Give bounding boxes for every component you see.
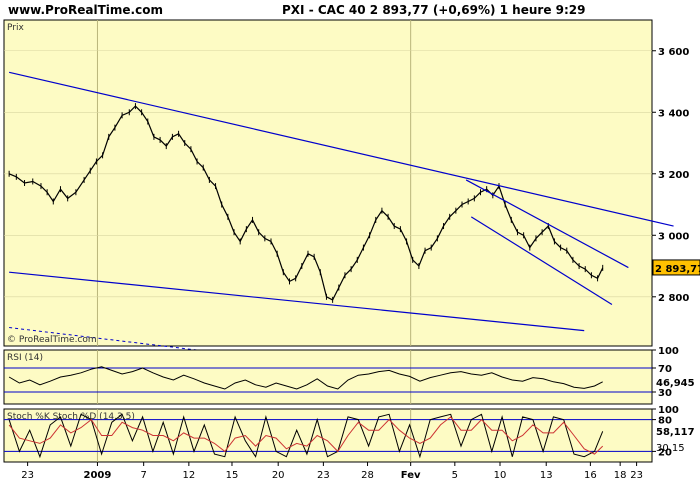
x-tick-label: 16 <box>584 470 597 481</box>
y-tick-label: 70 <box>658 364 672 375</box>
y-tick-label: 100 <box>658 405 679 416</box>
stoch-value-label: 58,117 <box>656 427 695 438</box>
price-y-axis: 2 800 3 000 3 200 3 400 3 600 <box>652 47 689 304</box>
y-tick-label: 2 800 <box>658 293 689 304</box>
x-tick-label: 2009 <box>84 470 112 481</box>
x-tick-label: Fev <box>401 470 421 481</box>
rsi-series <box>8 366 603 390</box>
trend-line <box>470 216 613 305</box>
stoch-d-series <box>8 416 604 455</box>
trend-line <box>8 71 674 227</box>
x-tick-label: 23 <box>630 470 643 481</box>
stoch-grid <box>4 409 652 462</box>
x-tick-label: 15 <box>226 470 239 481</box>
last-price-box <box>652 259 700 276</box>
x-tick-label: 18 <box>614 470 627 481</box>
y-tick-label: 100 <box>658 346 679 357</box>
watermark: © ProRealTime.com <box>7 335 97 345</box>
rsi-y-axis: 30 70 100 <box>652 346 679 399</box>
x-tick-label: 23 <box>317 470 330 481</box>
rsi-panel: RSI (14) 30 70 100 46,945 <box>3 346 695 405</box>
x-tick-label: 12 <box>182 470 195 481</box>
last-price-badge: 2 893,77 <box>652 259 700 276</box>
x-tick-label: 5 <box>452 470 458 481</box>
rsi-panel-title: RSI (14) <box>7 353 43 363</box>
price-panel-background <box>3 19 653 347</box>
last-price-label: 2 893,77 <box>655 264 700 275</box>
y-tick-label: 80 <box>658 416 672 427</box>
stoch-series <box>8 413 604 459</box>
rp-line-series <box>8 366 603 390</box>
price-panel: Prix © ProRealTime.com 2 800 3 000 3 200 3 … <box>3 19 700 372</box>
x-tick-label: 13 <box>540 470 553 481</box>
y-tick-label: 3 400 <box>658 108 689 119</box>
x-tick-label: 10 <box>494 470 507 481</box>
price-grid <box>4 20 652 346</box>
trend-line <box>465 179 629 269</box>
stoch-d-value-label: 30,15 <box>656 443 685 454</box>
x-tick-label: 28 <box>361 470 374 481</box>
y-tick-label: 20 <box>658 447 672 458</box>
y-tick-label: 3 200 <box>658 170 689 181</box>
stoch-k-series <box>8 413 604 459</box>
price-panel-title: Prix <box>7 23 24 33</box>
y-tick-label: 30 <box>658 388 672 399</box>
site-label[interactable]: www.ProRealTime.com <box>8 3 163 17</box>
price-series <box>8 103 604 303</box>
x-tick-label: 7 <box>140 470 146 481</box>
x-tick-label: 23 <box>21 470 34 481</box>
trend-line <box>9 271 585 332</box>
rsi-value-label: 46,945 <box>656 378 695 389</box>
x-tick-label: 20 <box>272 470 285 481</box>
time-axis: 23 2009 7 12 15 20 23 28 Fev 5 10 13 16 18 23 <box>21 462 643 481</box>
y-tick-label: 3 000 <box>658 231 689 242</box>
stoch-panel-title: Stoch %K Stoch %D (14,3,5) <box>7 412 135 422</box>
instrument-title: PXI - CAC 40 2 893,77 (+0,69%) 1 heure 9… <box>282 3 585 17</box>
rsi-panel-background <box>3 349 653 405</box>
y-tick-label: 3 600 <box>658 47 689 58</box>
